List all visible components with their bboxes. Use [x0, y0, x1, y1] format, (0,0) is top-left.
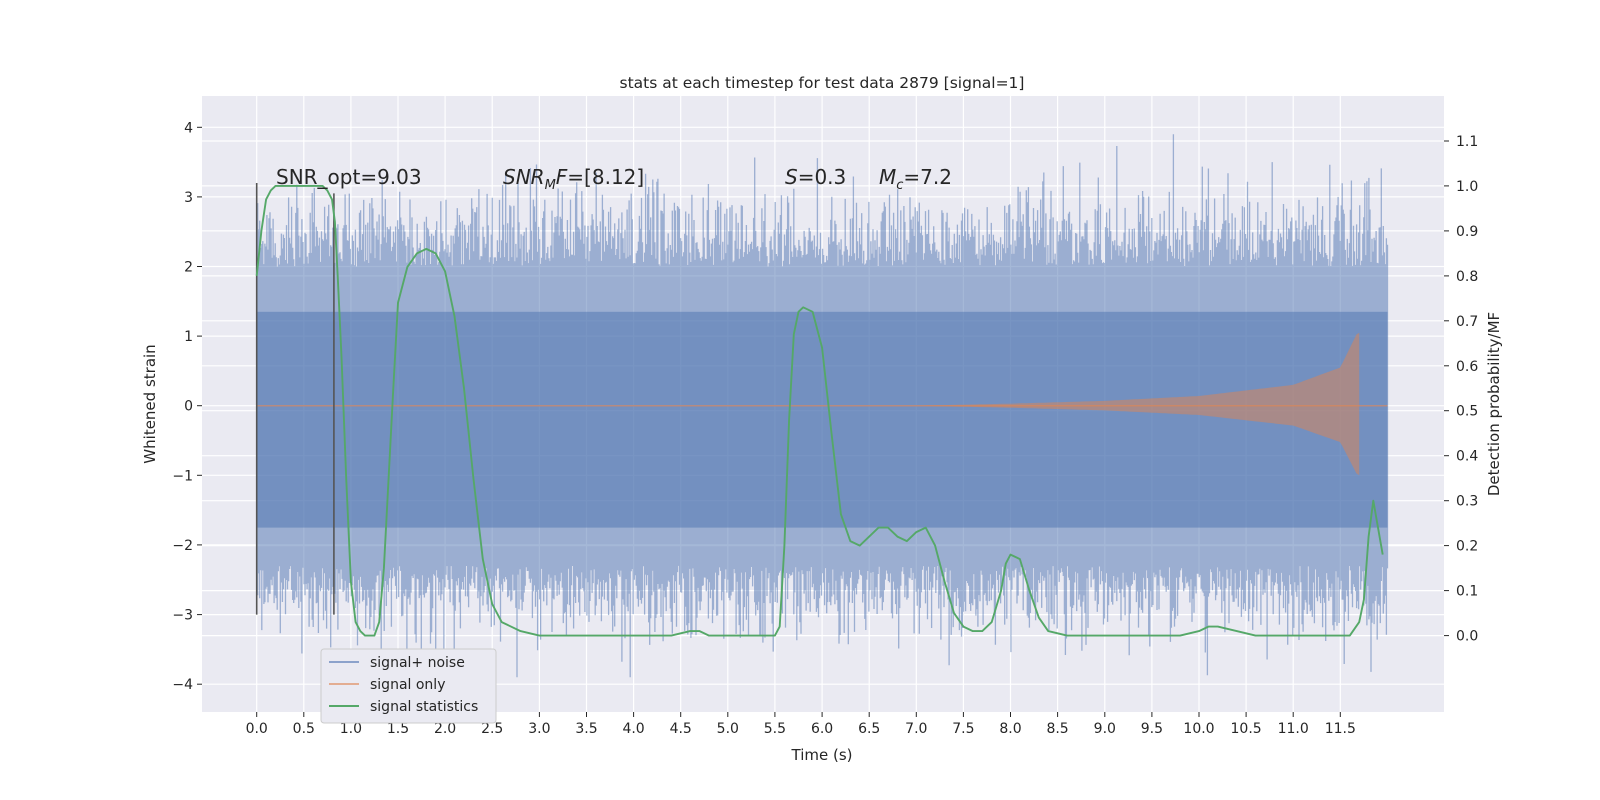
y-right-tick-label: 0.9	[1456, 224, 1478, 240]
x-tick-label: 7.0	[905, 721, 927, 737]
y-left-tick-label: 1	[184, 329, 193, 345]
y-left-tick-label: 0	[184, 399, 193, 415]
chart-title: stats at each timestep for test data 287…	[620, 74, 1025, 92]
legend: signal+ noise signal only signal statist…	[320, 648, 497, 724]
x-tick-label: 5.5	[764, 721, 786, 737]
y-right-tick-label: 0.7	[1456, 314, 1478, 330]
x-axis-ticks: 0.0 0.5 1.0 1.5 2.0 2.5 3.0 3.5 4.0 4.5 5.0 5.5 6.0 6…	[246, 712, 1356, 737]
y-left-tick-label: 2	[184, 260, 193, 276]
x-tick-label: 1.5	[387, 721, 409, 737]
y-right-tick-label: 0.6	[1456, 359, 1478, 375]
x-axis-label: Time (s)	[791, 746, 853, 764]
y-right-tick-label: 1.1	[1456, 134, 1478, 150]
y-right-tick-label: 0.1	[1456, 584, 1478, 600]
x-tick-label: 0.0	[246, 721, 268, 737]
x-tick-label: 10.0	[1183, 721, 1214, 737]
y-right-tick-label: 0.4	[1456, 449, 1478, 465]
annotation-mc: Mc=7.2	[879, 165, 952, 193]
statistics-line	[255, 184, 1384, 637]
x-tick-label: 0.5	[293, 721, 315, 737]
x-tick-label: 2.5	[481, 721, 503, 737]
legend-label-signal-noise: signal+ noise	[370, 655, 465, 671]
series-signal-only	[256, 332, 1388, 476]
signal-envelope	[916, 332, 1360, 476]
series-signal-statistics	[255, 184, 1384, 637]
annotation-snr-mf: SNRMF=[8.12]	[503, 165, 644, 193]
y-axis-right-label: Detection probability/MF	[1485, 312, 1503, 496]
legend-box	[320, 648, 497, 724]
y-right-tick-label: 0.8	[1456, 269, 1478, 285]
y-right-tick-label: 1.0	[1456, 179, 1478, 195]
x-tick-label: 10.5	[1231, 721, 1262, 737]
annotation-snr-opt: SNR_opt=9.03	[276, 165, 422, 189]
annotations: SNR_opt=9.03 SNRMF=[8.12] S=0.3 Mc=7.2	[276, 165, 952, 193]
y-left-tick-label: −3	[172, 608, 193, 624]
x-tick-label: 9.5	[1141, 721, 1163, 737]
x-tick-label: 11.5	[1325, 721, 1356, 737]
legend-label-signal-statistics: signal statistics	[370, 699, 478, 715]
x-tick-label: 4.5	[670, 721, 692, 737]
legend-label-signal-only: signal only	[370, 677, 445, 693]
y-right-tick-label: 0.2	[1456, 539, 1478, 555]
x-tick-label: 3.0	[528, 721, 550, 737]
y-left-tick-label: 4	[184, 120, 193, 136]
x-tick-label: 8.0	[999, 721, 1021, 737]
x-tick-label: 11.0	[1278, 721, 1309, 737]
x-tick-label: 4.0	[622, 721, 644, 737]
y-axis-left-ticks: −4 −3 −2 −1 0 1 2 3 4	[172, 120, 202, 693]
x-tick-label: 8.5	[1046, 721, 1068, 737]
y-axis-right-ticks: 0.0 0.1 0.2 0.3 0.4 0.5 0.6 0.7 0.8 0.9 1.0 1.1	[1444, 134, 1478, 645]
x-tick-label: 5.0	[717, 721, 739, 737]
annotation-s: S=0.3	[785, 165, 846, 189]
y-left-tick-label: −1	[172, 468, 193, 484]
x-tick-label: 3.5	[575, 721, 597, 737]
y-axis-left-label: Whitened strain	[141, 344, 159, 463]
y-left-tick-label: 3	[184, 190, 193, 206]
x-tick-label: 2.0	[434, 721, 456, 737]
x-tick-label: 1.0	[340, 721, 362, 737]
x-tick-label: 7.5	[952, 721, 974, 737]
y-left-tick-label: −4	[172, 677, 193, 693]
y-right-tick-label: 0.0	[1456, 629, 1478, 645]
vertical-markers	[255, 183, 335, 615]
y-left-tick-label: −2	[172, 538, 193, 554]
y-right-tick-label: 0.3	[1456, 494, 1478, 510]
x-tick-label: 6.0	[811, 721, 833, 737]
y-right-tick-label: 0.5	[1456, 404, 1478, 420]
x-tick-label: 9.0	[1094, 721, 1116, 737]
x-tick-label: 6.5	[858, 721, 880, 737]
